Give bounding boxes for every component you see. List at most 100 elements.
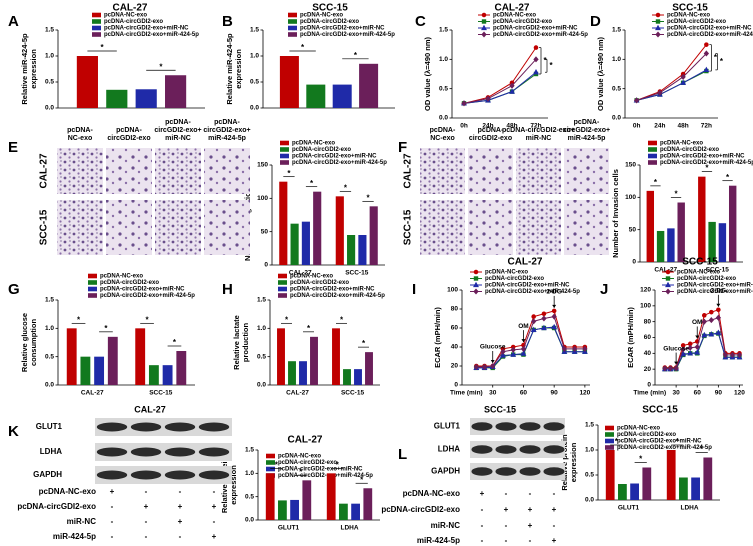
micrograph-cells — [564, 148, 609, 194]
bar — [358, 235, 367, 265]
legend-label: pcDNA-NC-exo — [677, 270, 720, 276]
treatment-sign: - — [111, 502, 114, 511]
column-header: pcDNA- — [574, 119, 600, 126]
legend-swatch — [92, 19, 101, 24]
column-header: pcDNA- — [116, 127, 142, 134]
significance: * — [77, 315, 81, 324]
marker — [701, 318, 707, 325]
y-axis-label: Relative glucose — [20, 313, 29, 372]
blot-band — [519, 467, 541, 476]
column-header: NC-exo — [430, 135, 455, 142]
y-tick-label: 80 — [644, 318, 652, 325]
legend-label: pcDNA-circGDI2-exo+miR-424-5p — [660, 160, 753, 166]
blot-band — [495, 422, 517, 431]
blot-band — [519, 422, 541, 431]
y-axis-label: Relative miR-424-5p — [225, 33, 234, 105]
legend-label: pcDNA-circGDI2-exo — [485, 276, 544, 282]
x-tick-label: GLUT1 — [618, 505, 640, 512]
treatment-sign: + — [480, 489, 485, 498]
annotation-arrowhead — [674, 361, 679, 365]
marker — [473, 269, 479, 275]
treatment-label: miR-424-5p — [417, 536, 460, 545]
legend-label: pcDNA-NC-exo — [660, 141, 703, 147]
column-header: circGDI2-exo — [469, 135, 512, 142]
marker — [509, 82, 515, 89]
treatment-sign: - — [505, 489, 508, 498]
y-tick-label: 1.0 — [45, 325, 54, 332]
marker — [687, 344, 693, 351]
annotation-arrowhead — [716, 303, 721, 307]
bar — [656, 230, 665, 262]
y-axis-label: Relative protein — [560, 434, 569, 491]
treatment-sign: - — [213, 487, 216, 496]
legend-swatch — [278, 293, 287, 298]
x-tick-label: LDHA — [680, 505, 698, 512]
bar — [162, 365, 173, 385]
legend-swatch — [92, 25, 101, 31]
bar — [313, 191, 322, 265]
treatment-sign: - — [481, 505, 484, 514]
y-tick-label: 1.0 — [257, 325, 266, 332]
marker — [481, 12, 487, 18]
bar — [369, 206, 378, 265]
y-tick-label: 0.5 — [439, 85, 448, 92]
legend-label: pcDNA-circGDI2-exo+miR-NC — [677, 283, 753, 289]
legend-label: pcDNA-NC-exo — [493, 13, 536, 19]
blot-band — [164, 470, 196, 480]
micrograph-cells — [468, 200, 513, 255]
chart-title: SCC-15 — [642, 405, 678, 416]
y-axis-label: OD value (λ=490 nm) — [596, 37, 605, 111]
marker — [657, 89, 663, 96]
bar — [718, 223, 727, 262]
legend-label: pcDNA-circGDI2-exo+miR-NC — [485, 283, 570, 289]
series-line — [636, 53, 707, 101]
marker — [680, 79, 687, 85]
column-header: circGDI2-exo+ — [154, 127, 201, 134]
bar — [646, 190, 655, 262]
marker — [473, 288, 479, 295]
legend-swatch — [288, 32, 297, 37]
legend-label: pcDNA-circGDI2-exo — [278, 460, 337, 466]
y-tick-label: 60 — [644, 334, 652, 341]
y-axis-label: Number of Invasion cells — [611, 169, 620, 258]
significance: * — [301, 43, 305, 52]
blot-band — [198, 422, 230, 432]
marker — [680, 350, 687, 357]
marker — [703, 66, 710, 72]
y-tick-label: 0.5 — [45, 79, 54, 86]
marker — [701, 331, 708, 338]
significance: * — [173, 338, 177, 347]
bar — [135, 89, 157, 108]
y-axis-label: expression — [234, 49, 243, 89]
legend-swatch — [288, 12, 297, 18]
annotation: OM — [692, 319, 702, 326]
marker — [531, 318, 537, 325]
y-tick-label: 120 — [640, 287, 651, 294]
significance: * — [615, 437, 619, 446]
marker — [533, 45, 539, 50]
micrograph-cells — [57, 200, 103, 255]
marker — [673, 365, 679, 372]
y-tick-label: 0 — [264, 262, 268, 269]
panel-letter: K — [8, 423, 19, 440]
legend-label: pcDNA-NC-exo — [100, 274, 143, 280]
annotation: Glucose — [663, 345, 689, 352]
bar — [339, 503, 348, 520]
column-header: miR-424-5p — [568, 135, 606, 142]
marker — [481, 19, 487, 24]
treatment-label: miR-NC — [67, 517, 97, 526]
micrograph-cells — [468, 148, 513, 194]
marker — [633, 97, 640, 104]
treatment-sign: - — [179, 532, 182, 541]
treatment-sign: + — [528, 521, 533, 530]
column-header: NC-exo — [68, 135, 93, 142]
blot-title: SCC-15 — [484, 404, 516, 414]
micrograph-cells — [106, 200, 152, 255]
band-label: GAPDH — [33, 470, 62, 479]
legend-swatch — [278, 273, 287, 279]
marker — [708, 317, 714, 324]
legend-swatch — [280, 153, 289, 159]
marker — [551, 323, 558, 330]
y-axis-label: ECAR (mPH/min) — [626, 307, 635, 368]
